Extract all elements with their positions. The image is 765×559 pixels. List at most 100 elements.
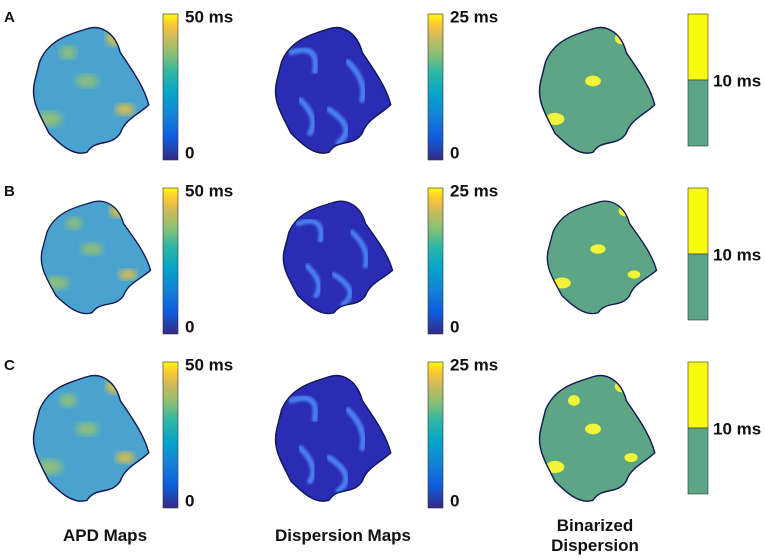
map-background — [539, 27, 655, 154]
binary-spot — [553, 277, 571, 289]
dispersion-band — [345, 59, 366, 103]
map-outline — [538, 374, 656, 502]
colorbar-max-label: 50 ms — [185, 355, 233, 374]
map-fill — [283, 201, 393, 314]
dispersion-band — [297, 97, 316, 137]
colorbar — [162, 13, 179, 161]
map-fill — [539, 375, 655, 502]
hot-spot — [115, 103, 135, 116]
hot-spot — [119, 269, 137, 280]
hot-spot — [59, 393, 77, 408]
map-outline — [274, 374, 392, 502]
colorbar-threshold-label: 10 ms — [713, 245, 761, 264]
hot-spot — [59, 45, 77, 60]
dispersion-band — [288, 395, 319, 423]
binary-spot — [585, 75, 601, 87]
colorbar — [162, 361, 179, 509]
dispersion-band — [345, 407, 366, 451]
map — [40, 200, 152, 315]
colorbar-yellow — [687, 13, 709, 81]
colorbar-max-label: 25 ms — [450, 181, 498, 200]
colorbar-max-label: 25 ms — [450, 7, 498, 26]
map-background — [41, 201, 151, 314]
map-background — [275, 27, 391, 154]
binary-spot — [624, 452, 638, 463]
dispersion-band — [331, 271, 353, 307]
binary-spot — [568, 395, 580, 406]
colorbar — [427, 187, 444, 335]
binary-spot — [585, 423, 601, 435]
dispersion-band — [304, 263, 322, 299]
colorbar-threshold-label: 10 ms — [713, 71, 761, 90]
colorbar-yellow — [687, 187, 709, 255]
row-label: A — [4, 9, 15, 26]
map-fill — [539, 27, 655, 154]
colorbar-green — [687, 79, 709, 147]
binary-spot — [627, 270, 641, 279]
colorbar-max-label: 50 ms — [185, 181, 233, 200]
map-background — [33, 375, 149, 502]
binary-spot — [545, 460, 565, 474]
colorbar-min-label: 0 — [450, 317, 459, 336]
column-label: Dispersion Maps — [274, 526, 412, 545]
colorbar-green — [687, 253, 709, 321]
colorbar-min-label: 0 — [450, 143, 459, 162]
row-label: B — [4, 183, 15, 200]
column-label: APD Maps — [62, 526, 148, 545]
dispersion-band — [288, 47, 319, 75]
map — [538, 374, 656, 502]
colorbar — [162, 187, 179, 335]
colorbar — [427, 361, 444, 509]
binary-spot — [590, 244, 606, 254]
column-label: Binarized Dispersion Maps — [551, 516, 639, 559]
map-outline — [32, 374, 150, 502]
hot-spot — [75, 74, 99, 88]
colorbar-min-label: 0 — [185, 143, 194, 162]
map — [546, 200, 658, 315]
map-outline — [274, 26, 392, 154]
row-label: C — [4, 357, 15, 374]
map-fill — [275, 27, 391, 154]
colorbar-min-label: 0 — [450, 491, 459, 510]
hot-spot — [115, 451, 135, 464]
map-background — [33, 27, 149, 154]
binary-spot — [545, 112, 565, 126]
colorbar-threshold-label: 10 ms — [713, 419, 761, 438]
map — [538, 26, 656, 154]
colorbar — [427, 13, 444, 161]
map-fill — [33, 27, 149, 154]
map-fill — [41, 201, 151, 314]
hot-spot — [75, 422, 99, 436]
hot-spot — [65, 217, 83, 230]
map — [274, 26, 392, 154]
dispersion-band — [349, 229, 370, 269]
dispersion-band — [326, 106, 349, 146]
colorbar-max-label: 50 ms — [185, 7, 233, 26]
map — [282, 200, 394, 315]
map — [32, 374, 150, 502]
dispersion-band — [297, 445, 316, 485]
map-background — [275, 375, 391, 502]
map-fill — [275, 375, 391, 502]
map-background — [547, 201, 657, 314]
map-fill — [547, 201, 657, 314]
dispersion-band — [326, 454, 349, 494]
colorbar-min-label: 0 — [185, 491, 194, 510]
map — [274, 374, 392, 502]
map-outline — [40, 200, 152, 315]
map-background — [283, 201, 393, 314]
map-outline — [32, 26, 150, 154]
map-outline — [282, 200, 394, 315]
map — [32, 26, 150, 154]
colorbar-yellow — [687, 361, 709, 429]
map-outline — [538, 26, 656, 154]
dispersion-band — [295, 218, 324, 244]
map-fill — [33, 375, 149, 502]
map-outline — [546, 200, 658, 315]
colorbar-green — [687, 427, 709, 495]
map-background — [539, 375, 655, 502]
colorbar-min-label: 0 — [185, 317, 194, 336]
hot-spot — [81, 243, 103, 255]
